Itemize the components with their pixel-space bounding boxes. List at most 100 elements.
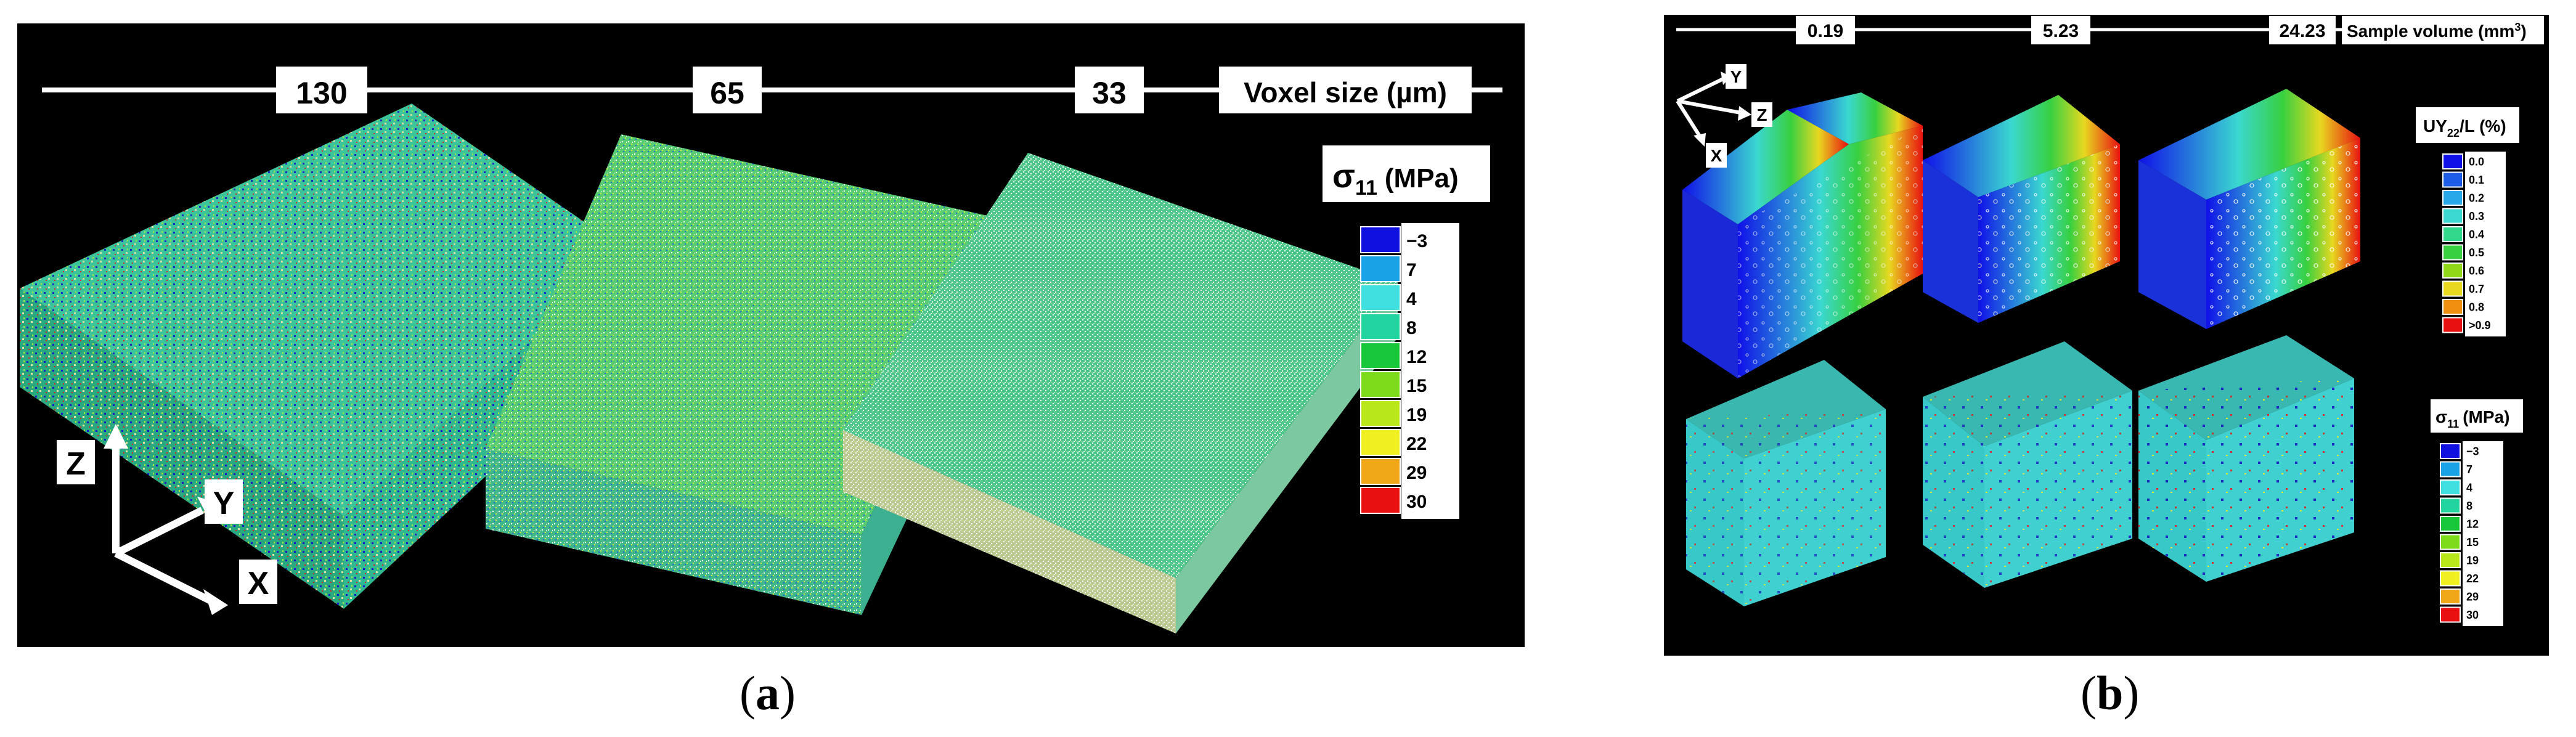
stress-legend-b-swatch <box>2440 588 2461 605</box>
stress-legend-b-label: 4 <box>2466 482 2472 494</box>
stress-legend-b-swatch <box>2440 479 2461 495</box>
stress-legend-b-swatch <box>2440 606 2461 623</box>
stress-legend-a-label: 22 <box>1406 434 1427 454</box>
stress-legend-b-label: 19 <box>2466 555 2479 567</box>
displacement-legend-label: 0.2 <box>2469 192 2484 205</box>
slab-130um <box>20 104 627 609</box>
stress-legend-b-label: 8 <box>2466 500 2472 512</box>
displacement-legend-label: 0.7 <box>2469 283 2484 295</box>
displacement-legend-title: UY22/L (%) <box>2423 116 2506 139</box>
stress-legend-a-swatch <box>1360 255 1401 282</box>
svg-text:0.19: 0.19 <box>1808 21 1843 41</box>
svg-text:Z: Z <box>66 446 86 482</box>
displacement-legend-swatch <box>2442 263 2463 279</box>
stress-legend-b-label: 12 <box>2466 518 2479 531</box>
stress-legend-b-label: 15 <box>2466 536 2479 548</box>
svg-text:Voxel size (µm): Voxel size (µm) <box>1244 76 1447 108</box>
volume-label-2423: 24.23 <box>2269 16 2336 44</box>
volume-label-523: 5.23 <box>2031 16 2090 44</box>
svg-text:5.23: 5.23 <box>2043 21 2079 41</box>
displacement-legend-label: 0.5 <box>2469 246 2484 259</box>
stress-legend-b-label: 7 <box>2466 463 2472 476</box>
stress-legend-a: σ11 (MPa) −3 7 4 8 12 15 19 22 29 30 <box>1323 145 1490 519</box>
stress-legend-b: σ11 (MPa) −3 7 4 8 12 15 19 22 29 30 <box>2431 399 2523 626</box>
stress-legend-a-label: 15 <box>1406 376 1427 396</box>
stress-legend-b-swatch <box>2440 516 2461 532</box>
displacement-legend-label: 0.3 <box>2469 210 2484 222</box>
stress-legend-a-swatch <box>1360 342 1401 369</box>
displacement-legend-label: 0.4 <box>2469 229 2484 241</box>
stress-legend-a-swatch <box>1360 226 1401 253</box>
stress-legend-a-label: 12 <box>1406 347 1427 367</box>
voxel-label-33: 33 <box>1075 67 1144 113</box>
displacement-cube-019 <box>1682 92 1923 378</box>
stress-cube-2423 <box>2138 335 2354 582</box>
stress-legend-b-label: −3 <box>2466 446 2479 458</box>
caption-a: (a) <box>740 666 796 720</box>
axis-triad-a: Z Y X <box>57 424 277 615</box>
voxel-label-130: 130 <box>276 67 367 113</box>
panel-b-figure: 0.19 5.23 24.23 Sample volume (mm3) <box>1664 15 2549 656</box>
stress-legend-a-label: −3 <box>1406 231 1427 251</box>
stress-legend-b-swatch <box>2440 570 2461 587</box>
voxel-label-65: 65 <box>693 67 762 113</box>
displacement-legend-label: 0.1 <box>2469 174 2484 186</box>
stress-legend-b-swatch <box>2440 534 2461 550</box>
stress-legend-a-label: 7 <box>1406 260 1417 280</box>
stress-legend-b-swatch <box>2440 461 2461 478</box>
axis-triad-b: Y Z X <box>1676 64 1772 168</box>
svg-text:X: X <box>248 566 269 601</box>
panel-b-canvas: 0.19 5.23 24.23 Sample volume (mm3) <box>1676 16 2544 626</box>
stress-legend-a-swatch <box>1360 400 1401 427</box>
svg-text:24.23: 24.23 <box>2279 21 2325 41</box>
stress-legend-b-title: σ11 (MPa) <box>2435 407 2509 430</box>
caption-b: (b) <box>2081 666 2140 720</box>
displacement-legend-swatch <box>2442 226 2463 242</box>
stress-legend-b-swatch <box>2440 552 2461 568</box>
stress-legend-b-swatch <box>2440 497 2461 514</box>
svg-text:33: 33 <box>1092 76 1127 110</box>
panel-a-canvas: 130 65 33 Voxel size (µm) <box>20 67 1502 633</box>
panel-a-figure: 130 65 33 Voxel size (µm) <box>17 23 1525 647</box>
displacement-cube-2423 <box>2138 89 2360 329</box>
displacement-legend-label: 0.8 <box>2469 301 2484 314</box>
stress-legend-b-label: 29 <box>2466 591 2479 603</box>
stress-legend-a-swatch <box>1360 313 1401 340</box>
displacement-legend: UY22/L (%) 0.0 0.1 0.2 0.3 0.4 0.5 0.6 0.7 0.8 >0… <box>2416 107 2519 336</box>
displacement-cube-523 <box>1923 95 2120 323</box>
volume-label-019: 0.19 <box>1796 16 1855 44</box>
stress-cube-523 <box>1923 341 2132 588</box>
displacement-legend-swatch <box>2442 190 2463 206</box>
voxel-size-title: Voxel size (µm) <box>1219 67 1472 113</box>
stress-legend-b-swatch <box>2440 443 2461 459</box>
svg-text:Sample volume (mm3): Sample volume (mm3) <box>2347 21 2527 41</box>
stress-legend-a-label: 19 <box>1406 405 1427 425</box>
displacement-legend-swatch <box>2442 317 2463 333</box>
displacement-legend-swatch <box>2442 299 2463 315</box>
displacement-legend-label: 0.6 <box>2469 265 2484 277</box>
displacement-legend-swatch <box>2442 208 2463 224</box>
displacement-legend-swatch <box>2442 171 2463 188</box>
stress-legend-a-title: σ11 (MPa) <box>1332 158 1459 200</box>
stress-legend-a-swatch <box>1360 429 1401 456</box>
stress-legend-a-swatch <box>1360 487 1401 514</box>
stress-legend-b-label: 22 <box>2466 572 2479 585</box>
stress-legend-a-label: 29 <box>1406 463 1427 483</box>
svg-text:Y: Y <box>1730 67 1742 86</box>
displacement-legend-label: >0.9 <box>2469 319 2491 332</box>
stress-legend-a-swatch <box>1360 371 1401 398</box>
svg-text:Z: Z <box>1756 105 1767 124</box>
stress-legend-a-label: 8 <box>1406 318 1417 338</box>
svg-text:X: X <box>1711 146 1722 165</box>
displacement-legend-swatch <box>2442 244 2463 261</box>
svg-text:65: 65 <box>710 76 744 110</box>
volume-title: Sample volume (mm3) <box>2342 16 2544 44</box>
stress-legend-b-label: 30 <box>2466 609 2479 621</box>
stress-cube-019 <box>1686 360 1886 606</box>
slab-33um <box>843 153 1398 633</box>
stress-legend-a-swatch <box>1360 458 1401 485</box>
displacement-legend-label: 0.0 <box>2469 156 2484 168</box>
displacement-legend-swatch <box>2442 280 2463 297</box>
displacement-legend-swatch <box>2442 153 2463 169</box>
svg-text:130: 130 <box>296 76 347 110</box>
